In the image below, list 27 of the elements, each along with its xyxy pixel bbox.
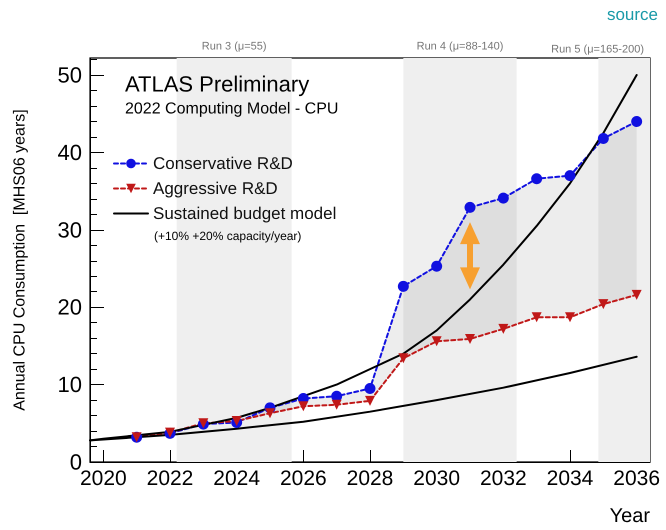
x-tick-label: 2028 (346, 467, 394, 490)
text: ATLAS Preliminary (125, 72, 310, 96)
y-tick-label: 0 (70, 450, 82, 474)
x-tick-label: 2030 (413, 467, 460, 490)
x-tick-label: 2034 (546, 467, 594, 490)
legend-label: Aggressive R&D (153, 179, 278, 198)
text: 2022 Computing Model - CPU (125, 100, 338, 118)
y-axis-title: Annual CPU Consumption [MHS06 years] (12, 109, 28, 411)
y-tick-label: 30 (58, 217, 82, 242)
legend-label: Sustained budget model (153, 204, 336, 223)
x-axis-title: Year (610, 505, 650, 527)
x-tick-label: 2026 (280, 467, 327, 490)
band-label: Run 5 (μ=165-200) (551, 44, 644, 56)
band-label: Run 4 (μ=88-140) (416, 40, 504, 52)
x-tick-label: 2022 (146, 467, 194, 490)
x-tick-label: 2024 (213, 467, 260, 490)
annotation: (+10% +20% capacity/year) (154, 229, 302, 243)
y-tick-label: 40 (58, 140, 82, 165)
y-tick-label: 10 (58, 372, 82, 398)
x-tick-label: 2020 (80, 467, 127, 490)
y-tick-label: 20 (58, 294, 82, 320)
x-tick-label: 2032 (480, 467, 527, 490)
y-tick-label: 50 (58, 62, 82, 88)
legend-label: Conservative R&D (153, 154, 293, 173)
x-tick-label: 2036 (613, 467, 660, 490)
band-label: Run 3 (μ=55) (202, 40, 267, 52)
text: source (606, 5, 658, 24)
